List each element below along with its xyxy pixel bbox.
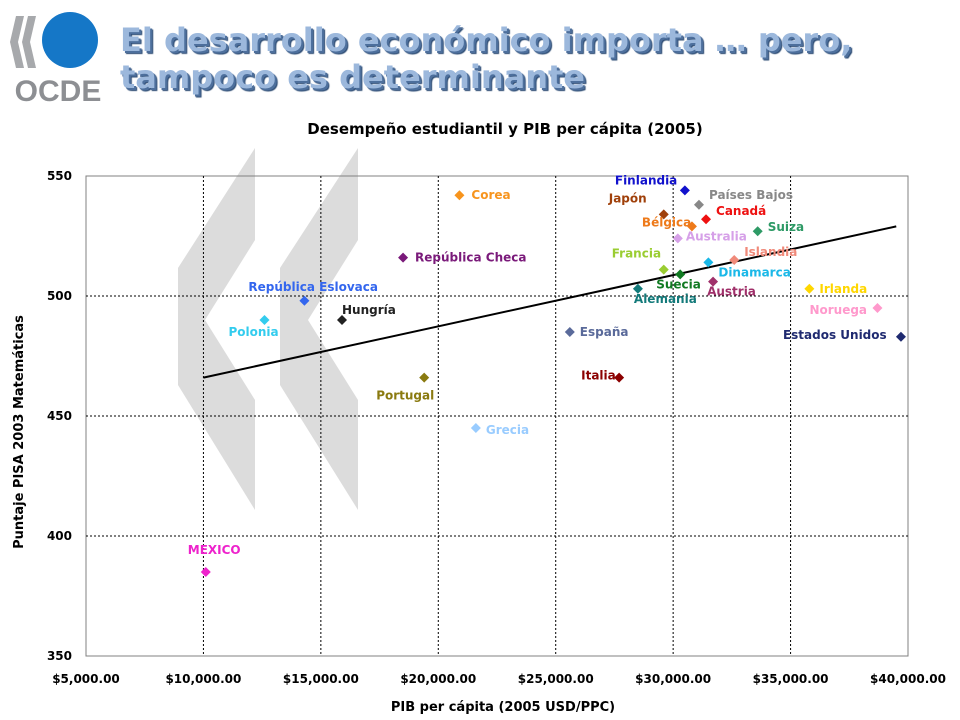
y-tick-label: 550 <box>47 169 72 183</box>
data-label: Noruega <box>809 303 867 317</box>
data-label: Suecia <box>656 277 701 291</box>
y-axis-ticks: 350 400 450 500 550 <box>47 169 72 663</box>
data-point <box>200 567 211 577</box>
data-point <box>614 372 625 383</box>
data-label: Corea <box>471 188 510 202</box>
data-label: Irlanda <box>819 282 867 296</box>
data-point <box>729 255 740 265</box>
data-point <box>259 315 270 325</box>
data-point <box>470 423 481 433</box>
data-label: Australia <box>686 229 747 243</box>
y-tick-label: 500 <box>47 289 72 303</box>
data-label: Islandia <box>744 245 797 259</box>
data-point <box>672 233 683 244</box>
data-label: Portugal <box>376 389 434 403</box>
data-point <box>336 315 347 325</box>
data-label: España <box>580 325 629 339</box>
x-tick-label: $30,000.00 <box>635 672 711 686</box>
data-points <box>200 185 906 577</box>
x-tick-label: $40,000.00 <box>870 672 946 686</box>
data-point <box>752 226 763 237</box>
data-label: Finlandia <box>615 173 677 187</box>
data-label: Canadá <box>716 204 766 218</box>
data-label: Países Bajos <box>709 188 793 202</box>
slide-title: El desarrollo económico importa … pero, … <box>120 22 852 96</box>
data-point <box>658 209 669 220</box>
x-tick-label: $15,000.00 <box>283 672 359 686</box>
chart-title: Desempeño estudiantil y PIB per cápita (… <box>307 120 702 138</box>
grid <box>86 176 908 656</box>
y-tick-label: 450 <box>47 409 72 423</box>
slide-title-line-2: tampoco es determinante <box>120 58 585 96</box>
x-axis-ticks: $5,000.00 $10,000.00 $15,000.00 $20,000.00 $… <box>52 672 946 686</box>
data-label: Alemania <box>634 292 697 306</box>
data-labels: Finlandia Países Bajos Japón Canadá Bélgica S… <box>188 173 887 557</box>
ocde-logo: OCDE <box>10 12 102 106</box>
slide-title-line-1: El desarrollo económico importa … pero, <box>120 21 853 59</box>
logo-text: OCDE <box>15 75 102 106</box>
data-label: Austria <box>707 285 756 299</box>
data-label: Bélgica <box>642 215 691 229</box>
data-point <box>703 257 714 268</box>
data-label: Suiza <box>768 220 804 234</box>
data-label: MEXICO <box>188 543 241 557</box>
data-point <box>299 295 310 306</box>
data-point <box>679 185 690 196</box>
data-point <box>693 199 704 210</box>
trendline <box>203 225 897 379</box>
data-point <box>398 252 409 263</box>
data-point <box>454 190 465 201</box>
data-label: Grecia <box>486 423 529 437</box>
logo-chevrons <box>10 16 36 68</box>
data-label: Italia <box>581 369 616 383</box>
y-axis-label: Puntaje PISA 2003 Matemáticas <box>12 315 27 549</box>
data-label: Hungría <box>342 303 396 317</box>
data-point <box>419 372 430 383</box>
data-point <box>804 283 815 294</box>
data-label: República Eslovaca <box>248 280 378 294</box>
x-tick-label: $10,000.00 <box>165 672 241 686</box>
data-point <box>895 331 906 342</box>
x-tick-label: $20,000.00 <box>400 672 476 686</box>
data-point <box>701 214 712 225</box>
logo-circle <box>42 12 98 68</box>
data-point <box>658 264 669 275</box>
x-axis-label: PIB per cápita (2005 USD/PPC) <box>391 700 615 715</box>
data-point <box>686 221 697 232</box>
background-chevrons <box>178 148 358 510</box>
data-label: Francia <box>612 247 661 261</box>
data-point <box>564 327 575 337</box>
data-label: Japón <box>608 191 647 205</box>
data-point <box>632 283 643 294</box>
data-label: Dinamarca <box>718 265 790 279</box>
data-label: Polonia <box>228 325 278 339</box>
data-point <box>872 303 883 313</box>
y-tick-label: 400 <box>47 529 72 543</box>
data-label: República Checa <box>415 251 526 265</box>
y-tick-label: 350 <box>47 649 72 663</box>
x-tick-label: $5,000.00 <box>52 672 120 686</box>
data-label: Estados Unidos <box>783 328 887 342</box>
data-point <box>675 269 686 280</box>
x-tick-label: $25,000.00 <box>518 672 594 686</box>
data-point <box>708 276 719 287</box>
x-tick-label: $35,000.00 <box>753 672 829 686</box>
